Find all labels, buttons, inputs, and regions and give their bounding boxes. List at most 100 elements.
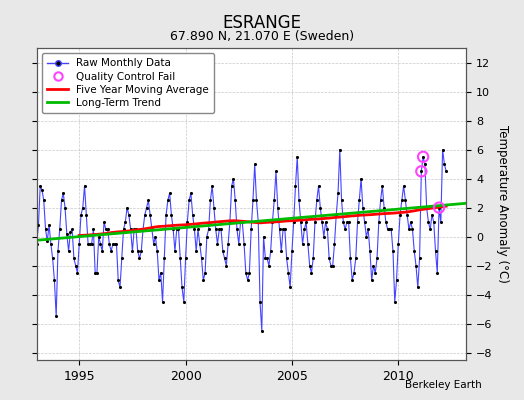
Point (259, 234, 268, 240)
Point (93, 270, 101, 276)
Point (282, 255, 291, 262)
Point (381, 219, 390, 225)
Point (344, 219, 353, 225)
Point (143, 204, 151, 211)
Point (318, 219, 326, 225)
Point (364, 226, 373, 232)
Point (439, 146, 447, 153)
Point (256, 299, 264, 305)
Point (300, 226, 309, 232)
Point (394, 241, 402, 247)
Point (123, 204, 132, 211)
Point (279, 226, 287, 232)
Point (309, 255, 318, 262)
Point (289, 219, 298, 225)
Point (399, 183, 408, 189)
Point (178, 284, 186, 291)
Legend: Raw Monthly Data, Quality Control Fail, Five Year Moving Average, Long-Term Tren: Raw Monthly Data, Quality Control Fail, … (42, 53, 214, 113)
Point (121, 219, 129, 225)
Point (313, 197, 321, 204)
Point (408, 226, 417, 232)
Point (146, 212, 154, 218)
Point (119, 226, 128, 232)
Point (137, 248, 146, 254)
Point (305, 262, 314, 269)
Point (343, 219, 351, 225)
Point (284, 270, 292, 276)
Point (267, 248, 275, 254)
Point (422, 204, 431, 211)
Point (348, 277, 356, 283)
Point (339, 219, 347, 225)
Point (403, 212, 411, 218)
Point (171, 248, 179, 254)
Point (412, 262, 420, 269)
Point (295, 197, 303, 204)
Point (396, 212, 404, 218)
Point (88, 241, 96, 247)
Point (361, 219, 369, 225)
Point (270, 197, 278, 204)
Point (195, 241, 204, 247)
Point (210, 204, 218, 211)
Point (66, 229, 74, 236)
Point (355, 197, 364, 204)
Point (75, 241, 83, 247)
Point (288, 248, 296, 254)
Point (373, 255, 381, 262)
Point (297, 219, 305, 225)
Point (435, 204, 443, 211)
Point (384, 226, 392, 232)
Point (144, 197, 152, 204)
Point (204, 226, 213, 232)
Point (94, 234, 103, 240)
Point (91, 270, 100, 276)
Point (431, 248, 440, 254)
Point (263, 255, 271, 262)
Point (52, 313, 60, 320)
Point (320, 234, 328, 240)
Point (111, 241, 119, 247)
Point (435, 204, 443, 211)
Point (387, 226, 396, 232)
Point (185, 197, 193, 204)
Point (172, 226, 181, 232)
Point (41, 226, 50, 232)
Point (242, 270, 250, 276)
Point (190, 226, 199, 232)
Point (224, 241, 232, 247)
Point (380, 204, 388, 211)
Point (428, 212, 436, 218)
Point (162, 212, 170, 218)
Point (265, 262, 273, 269)
Point (36, 183, 45, 189)
Point (401, 197, 410, 204)
Point (198, 255, 206, 262)
Point (64, 248, 73, 254)
Point (199, 277, 208, 283)
Point (114, 277, 123, 283)
Point (419, 154, 427, 160)
Point (181, 255, 190, 262)
Point (240, 241, 248, 247)
Point (125, 212, 133, 218)
Point (140, 212, 149, 218)
Point (222, 262, 231, 269)
Point (245, 270, 254, 276)
Point (73, 270, 82, 276)
Point (371, 270, 379, 276)
Point (187, 190, 195, 196)
Point (238, 219, 246, 225)
Point (213, 241, 222, 247)
Point (166, 190, 174, 196)
Point (217, 226, 225, 232)
Point (208, 183, 216, 189)
Point (426, 226, 434, 232)
Point (112, 241, 121, 247)
Text: Berkeley Earth: Berkeley Earth (406, 380, 482, 390)
Point (155, 277, 163, 283)
Point (436, 219, 445, 225)
Point (261, 255, 269, 262)
Point (316, 204, 324, 211)
Point (169, 226, 177, 232)
